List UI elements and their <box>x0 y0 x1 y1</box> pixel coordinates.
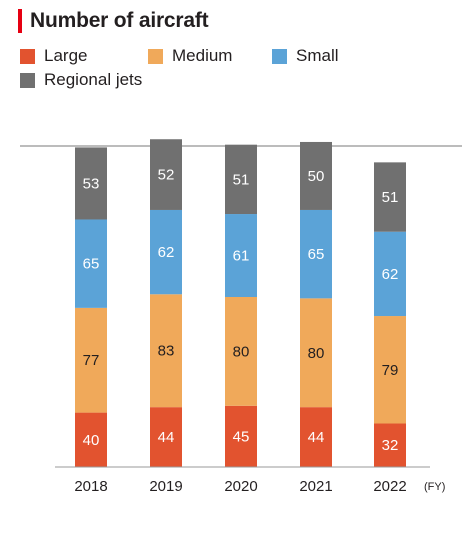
data-label-medium-2018: 77 <box>83 352 100 369</box>
bar-segment-regional-jets-2020 <box>225 144 257 215</box>
chart-title-block: Number of aircraft <box>18 8 209 34</box>
data-label-medium-2022: 79 <box>382 362 399 379</box>
data-label-small-2022: 62 <box>382 266 399 283</box>
bar-segment-medium-2022 <box>374 316 406 424</box>
chart-title: Number of aircraft <box>30 9 209 32</box>
data-label-medium-2020: 80 <box>233 343 250 360</box>
legend-item-small: Small <box>272 46 339 66</box>
bar-segment-medium-2018 <box>75 307 107 413</box>
data-label-large-2022: 32 <box>382 437 399 454</box>
data-label-large-2020: 45 <box>233 428 250 445</box>
bar-segment-regional-jets-2018 <box>75 147 107 220</box>
bar-segment-regional-jets-2019 <box>150 139 182 210</box>
bar-segment-small-2021 <box>300 209 332 299</box>
x-tick-label-2019: 2019 <box>149 478 182 495</box>
legend-item-regional-jets: Regional jets <box>20 70 142 90</box>
data-label-regional-jets-2020: 51 <box>233 171 250 188</box>
x-tick-label-2021: 2021 <box>299 478 332 495</box>
legend-swatch-large <box>20 48 35 64</box>
bar-segment-large-2020 <box>225 405 257 467</box>
data-label-small-2019: 62 <box>158 244 175 261</box>
data-label-regional-jets-2022: 51 <box>382 189 399 206</box>
data-label-regional-jets-2018: 53 <box>83 175 100 192</box>
data-label-large-2019: 44 <box>158 429 175 446</box>
bar-segment-large-2019 <box>150 407 182 467</box>
bar-segment-large-2022 <box>374 423 406 467</box>
bar-segment-regional-jets-2021 <box>300 141 332 210</box>
bar-segment-small-2019 <box>150 209 182 295</box>
data-label-small-2018: 65 <box>83 256 100 273</box>
bar-segment-medium-2021 <box>300 298 332 408</box>
bar-segment-medium-2020 <box>225 297 257 406</box>
data-label-regional-jets-2019: 52 <box>158 167 175 184</box>
bar-segment-large-2018 <box>75 412 107 467</box>
legend-item-medium: Medium <box>148 46 232 66</box>
data-label-large-2018: 40 <box>83 432 100 449</box>
bar-segment-small-2020 <box>225 214 257 297</box>
x-tick-label-2020: 2020 <box>224 478 257 495</box>
data-label-small-2020: 61 <box>233 248 250 265</box>
bar-segment-small-2022 <box>374 231 406 317</box>
legend-label-regional-jets: Regional jets <box>44 70 143 89</box>
x-tick-label-2018: 2018 <box>74 478 107 495</box>
x-unit-label: (FY) <box>424 481 445 493</box>
data-label-small-2021: 65 <box>308 246 325 263</box>
legend-label-large: Large <box>44 46 88 65</box>
legend-swatch-regional-jets <box>20 72 35 88</box>
legend: Large Medium Small Regional jets <box>20 46 450 96</box>
bar-segment-small-2018 <box>75 219 107 308</box>
x-tick-labels: 2018 2019 2020 2021 2022 <box>74 478 406 495</box>
x-tick-label-2022: 2022 <box>373 478 406 495</box>
bar-segment-medium-2019 <box>150 294 182 408</box>
data-label-regional-jets-2021: 50 <box>308 168 325 185</box>
bar-segment-large-2021 <box>300 407 332 467</box>
legend-label-medium: Medium <box>172 46 233 65</box>
title-accent-bar <box>18 9 22 33</box>
legend-swatch-small <box>272 48 287 64</box>
bar-segment-regional-jets-2022 <box>374 162 406 232</box>
data-label-large-2021: 44 <box>308 429 325 446</box>
data-label-medium-2021: 80 <box>308 345 325 362</box>
legend-swatch-medium <box>148 48 163 64</box>
bars-group: 40 77 65 53 44 83 62 52 45 80 61 51 44 80 65 50 32 79 62 51 <box>75 139 406 467</box>
data-label-medium-2019: 83 <box>158 343 175 360</box>
legend-label-small: Small <box>296 46 339 65</box>
legend-item-large: Large <box>20 46 87 66</box>
